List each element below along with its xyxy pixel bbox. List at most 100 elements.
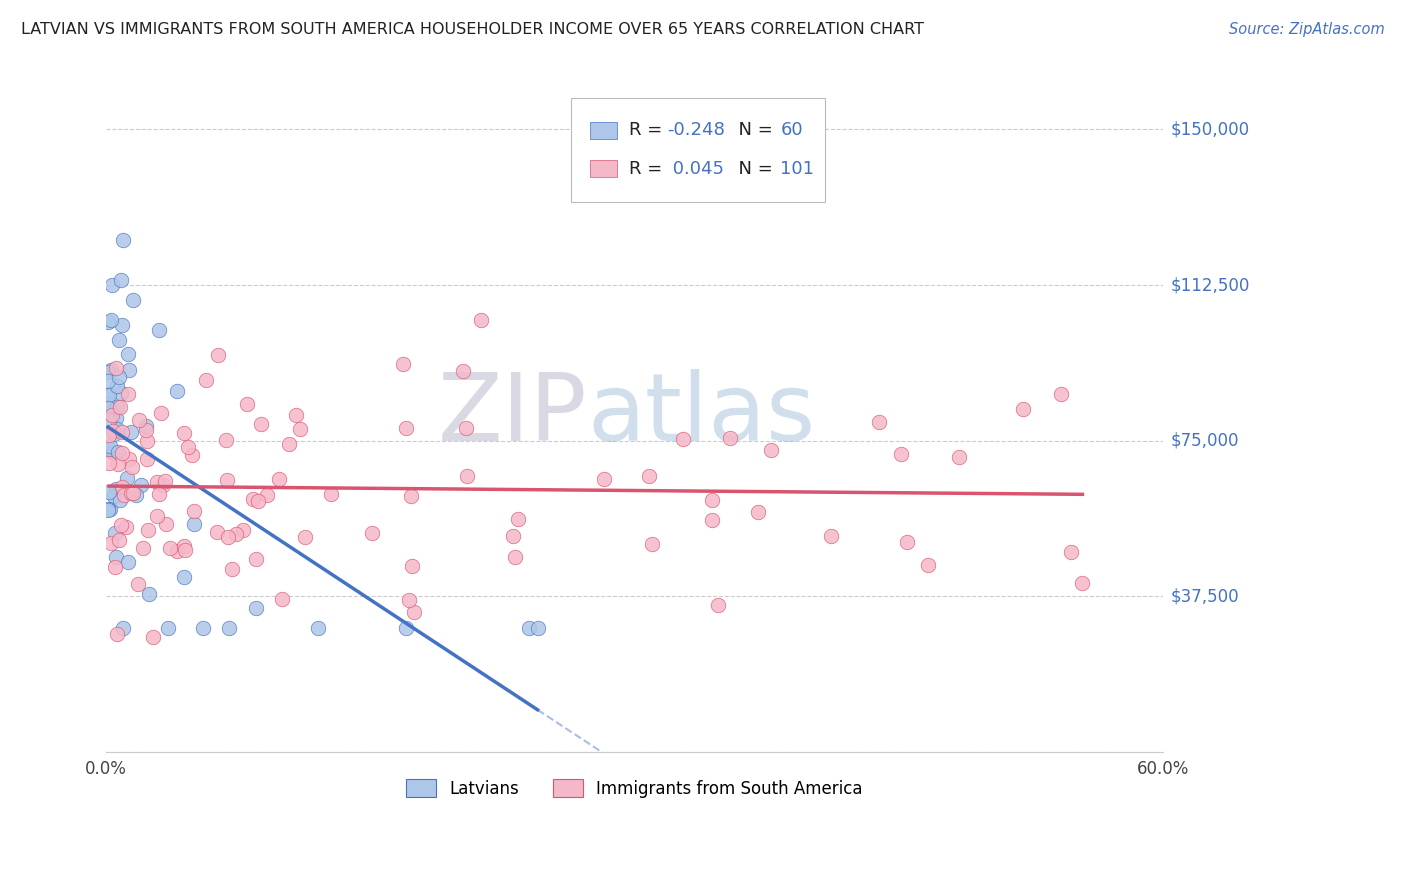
Point [517,621,540,635]
Point [148,323,170,337]
Point [129,478,152,492]
Point [111,318,134,332]
Point [1012,402,1035,417]
Point [1071,575,1094,590]
Point [456,420,478,434]
Point [398,592,420,607]
Point [125,488,148,502]
Point [127,577,149,591]
Point [110,273,132,287]
Point [700,513,723,527]
Point [105,549,128,564]
FancyBboxPatch shape [571,98,825,202]
Point [100,363,122,377]
Point [245,601,267,615]
Text: LATVIAN VS IMMIGRANTS FROM SOUTH AMERICA HOUSEHOLDER INCOME OVER 65 YEARS CORREL: LATVIAN VS IMMIGRANTS FROM SOUTH AMERICA… [21,22,924,37]
Point [135,452,157,467]
Point [101,445,124,459]
Point [121,460,143,475]
Point [107,457,129,471]
Point [145,475,167,490]
Point [277,437,299,451]
Point [394,421,416,435]
Point [195,373,218,387]
Point [720,431,742,445]
Point [215,433,238,447]
Point [97,503,120,517]
Point [401,559,423,574]
Point [641,536,664,550]
Point [232,524,254,538]
Point [404,605,426,619]
Point [451,364,474,378]
Point [150,406,173,420]
Point [105,422,128,436]
Point [156,621,179,635]
Point [98,439,121,453]
Point [526,621,548,635]
Point [142,630,165,644]
Point [247,494,270,508]
Point [508,512,530,526]
Point [98,413,121,427]
Point [153,474,176,488]
Point [108,493,131,508]
Point [399,489,422,503]
Point [115,471,138,485]
Point [136,523,159,537]
Point [700,493,723,508]
Point [166,384,188,398]
Point [103,426,125,441]
Point [111,621,134,635]
Point [868,415,890,429]
Legend: Latvians, Immigrants from South America: Latvians, Immigrants from South America [399,772,869,805]
Point [98,388,121,402]
Point [503,549,526,564]
Point [108,334,131,348]
Point [294,530,316,544]
Point [104,410,127,425]
Point [284,408,307,422]
Point [917,558,939,573]
Point [207,348,229,362]
Point [288,422,311,436]
Text: R =: R = [628,121,668,139]
Point [104,361,127,376]
Point [110,517,132,532]
Point [173,540,195,554]
Point [148,487,170,501]
Point [97,401,120,416]
Point [97,442,120,457]
Point [948,450,970,464]
Text: atlas: atlas [586,368,815,461]
Text: N =: N = [727,121,779,139]
Point [117,555,139,569]
Point [152,477,174,491]
Text: R =: R = [628,160,668,178]
Point [502,529,524,543]
Point [97,374,120,388]
Point [270,591,292,606]
Point [98,428,121,442]
Point [217,530,239,544]
Text: $37,500: $37,500 [1171,588,1240,606]
Text: $75,000: $75,000 [1171,432,1240,450]
Point [128,412,150,426]
Point [706,599,728,613]
Point [638,468,661,483]
Point [1050,387,1073,401]
Point [110,480,132,494]
Point [114,520,136,534]
Point [218,621,240,635]
Point [97,365,120,379]
Point [256,488,278,502]
Point [173,569,195,583]
Point [173,426,195,441]
Point [108,400,131,414]
Point [183,504,205,518]
Text: N =: N = [727,160,779,178]
Point [215,473,238,487]
FancyBboxPatch shape [591,121,616,138]
Point [225,527,247,541]
Point [155,516,177,531]
